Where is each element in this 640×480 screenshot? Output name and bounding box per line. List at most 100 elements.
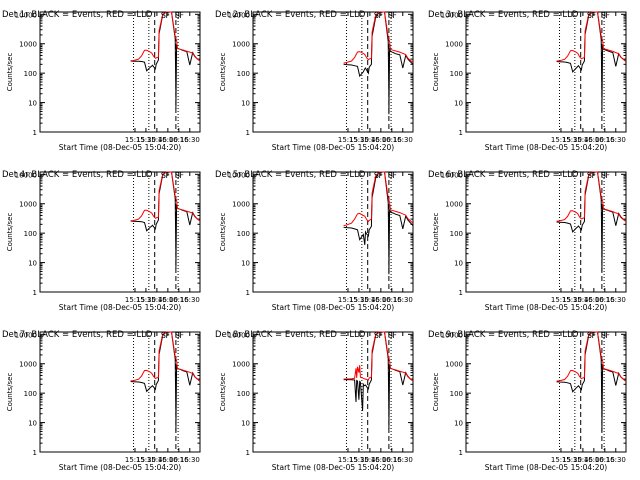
x-axis-label: Start Time (08-Dec-05 15:04:20) <box>485 463 607 472</box>
attenuator-marker: S <box>175 171 180 180</box>
y-tick-label: 10000 <box>15 11 37 19</box>
attenuator-marker: F <box>592 331 597 340</box>
plot-frame <box>39 331 201 453</box>
x-tick-label: 16:15 <box>595 456 615 464</box>
x-tick-label: 15:15 <box>338 296 358 304</box>
x-tick-label: 16:15 <box>169 456 189 464</box>
panel-title: Det 2r BLACK = Events, RED = LLD <box>215 10 366 20</box>
x-tick-label: 16:15 <box>169 296 189 304</box>
x-tick-label: 16:30 <box>180 456 200 464</box>
attenuator-marker: F <box>379 331 384 340</box>
x-tick-label: 15:45 <box>573 456 593 464</box>
series-lld-line <box>130 171 201 222</box>
series-lld-line <box>556 331 627 382</box>
series-lld-line <box>343 331 414 382</box>
series-lld-line <box>130 331 201 382</box>
attenuator-marker: S <box>601 11 606 20</box>
y-tick-label: 100 <box>450 390 463 398</box>
y-tick-label: 100 <box>450 70 463 78</box>
panel-title: Det 8r BLACK = Events, RED = LLD <box>215 330 366 340</box>
y-axis-label: Counts/sec <box>219 213 227 252</box>
attenuator-marker: F <box>605 171 610 180</box>
y-tick-label: 10 <box>241 100 250 108</box>
series-lld-line <box>556 11 627 62</box>
attenuator-marker: F <box>605 11 610 20</box>
panel-det-7: Det 7r BLACK = Events, RED = LLD 15:1515:… <box>2 330 201 472</box>
y-tick-label: 1 <box>33 129 37 137</box>
y-tick-label: 1 <box>33 289 37 297</box>
x-tick-label: 16:00 <box>158 296 178 304</box>
attenuator-marker: F <box>166 171 171 180</box>
attenuator-marker: F <box>179 171 184 180</box>
y-tick-label: 10000 <box>228 11 250 19</box>
y-tick-label: 10 <box>241 420 250 428</box>
x-tick-label: 16:00 <box>371 296 391 304</box>
y-tick-label: 10000 <box>441 171 463 179</box>
x-tick-label: 15:45 <box>360 136 380 144</box>
series-lld-line <box>343 171 414 227</box>
y-tick-label: 1 <box>459 289 463 297</box>
attenuator-marker: S <box>175 11 180 20</box>
y-tick-label: 10 <box>454 100 463 108</box>
attenuator-marker: S <box>601 171 606 180</box>
panel-title: Det 7r BLACK = Events, RED = LLD <box>2 330 153 340</box>
attenuator-marker: S <box>161 171 166 180</box>
x-tick-label: 15:30 <box>349 136 369 144</box>
x-tick-label: 15:15 <box>551 456 571 464</box>
x-tick-label: 16:00 <box>158 136 178 144</box>
panel-det-6: Det 6r BLACK = Events, RED = LLD 15:1515:… <box>428 170 627 312</box>
attenuator-marker: S <box>587 171 592 180</box>
series-events-line <box>556 171 627 272</box>
x-tick-label: 16:30 <box>606 296 626 304</box>
x-tick-label: 16:15 <box>382 456 402 464</box>
x-tick-label: 15:30 <box>349 456 369 464</box>
y-tick-label: 1000 <box>445 361 463 369</box>
x-axis-label: Start Time (08-Dec-05 15:04:20) <box>272 303 394 312</box>
x-tick-label: 15:15 <box>125 136 145 144</box>
x-tick-label: 15:15 <box>551 136 571 144</box>
x-tick-label: 16:30 <box>606 136 626 144</box>
series-lld-line <box>130 11 201 62</box>
x-tick-label: 16:00 <box>584 136 604 144</box>
y-axis-label: Counts/sec <box>432 213 440 252</box>
attenuator-marker: S <box>374 11 379 20</box>
panel-title: Det 6r BLACK = Events, RED = LLD <box>428 170 579 180</box>
x-tick-label: 16:00 <box>371 136 391 144</box>
panel-det-9: Det 9r BLACK = Events, RED = LLD 15:1515:… <box>428 330 627 472</box>
y-tick-label: 1000 <box>232 361 250 369</box>
x-tick-label: 16:00 <box>158 456 178 464</box>
x-axis-label: Start Time (08-Dec-05 15:04:20) <box>485 303 607 312</box>
panel-title: Det 1r BLACK = Events, RED = LLD <box>2 10 153 20</box>
panel-det-1: Det 1r BLACK = Events, RED = LLD 15:1515:… <box>2 10 201 152</box>
attenuator-marker: F <box>379 171 384 180</box>
y-tick-label: 1 <box>33 449 37 457</box>
x-tick-label: 16:15 <box>382 296 402 304</box>
y-tick-label: 1000 <box>445 201 463 209</box>
attenuator-marker: F <box>179 331 184 340</box>
x-tick-label: 16:15 <box>382 136 402 144</box>
x-tick-label: 16:00 <box>584 296 604 304</box>
plot-frame <box>465 331 627 453</box>
panel-title: Det 9r BLACK = Events, RED = LLD <box>428 330 579 340</box>
plot-frame <box>252 11 414 133</box>
y-tick-label: 10000 <box>15 331 37 339</box>
x-axis-label: Start Time (08-Dec-05 15:04:20) <box>485 143 607 152</box>
series-events-line <box>343 331 414 430</box>
attenuator-marker: S <box>374 331 379 340</box>
attenuator-marker: S <box>388 171 393 180</box>
x-axis-label: Start Time (08-Dec-05 15:04:20) <box>272 463 394 472</box>
panel-det-8: Det 8r BLACK = Events, RED = LLD 15:1515:… <box>215 330 414 472</box>
panel-det-2: Det 2r BLACK = Events, RED = LLD 15:1515:… <box>215 10 414 152</box>
attenuator-marker: S <box>587 11 592 20</box>
attenuator-marker: S <box>161 11 166 20</box>
x-tick-label: 16:30 <box>393 456 413 464</box>
y-tick-label: 100 <box>24 70 37 78</box>
y-tick-label: 1 <box>459 449 463 457</box>
y-tick-label: 100 <box>237 390 250 398</box>
y-axis-label: Counts/sec <box>6 373 14 412</box>
attenuator-marker: F <box>392 11 397 20</box>
x-tick-label: 15:45 <box>147 456 167 464</box>
y-tick-label: 1000 <box>19 361 37 369</box>
attenuator-marker: F <box>179 11 184 20</box>
